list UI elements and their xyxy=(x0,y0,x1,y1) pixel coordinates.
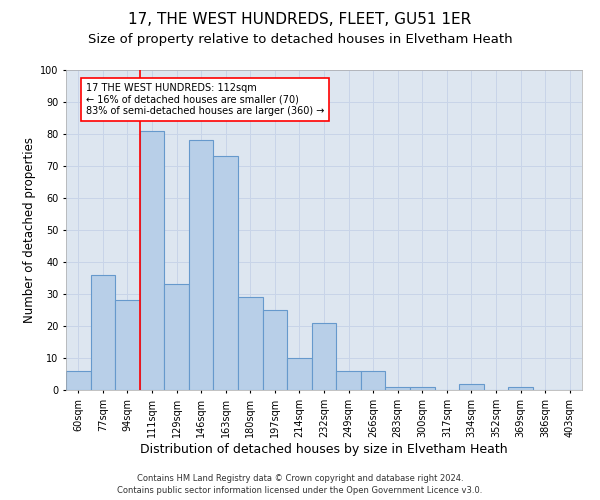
Bar xyxy=(361,371,385,390)
Text: 17, THE WEST HUNDREDS, FLEET, GU51 1ER: 17, THE WEST HUNDREDS, FLEET, GU51 1ER xyxy=(128,12,472,28)
X-axis label: Distribution of detached houses by size in Elvetham Heath: Distribution of detached houses by size … xyxy=(140,442,508,456)
Bar xyxy=(336,371,361,390)
Bar xyxy=(238,297,263,390)
Bar xyxy=(164,284,189,390)
Text: 17 THE WEST HUNDREDS: 112sqm
← 16% of detached houses are smaller (70)
83% of se: 17 THE WEST HUNDREDS: 112sqm ← 16% of de… xyxy=(86,83,324,116)
Bar xyxy=(459,384,484,390)
Text: Contains HM Land Registry data © Crown copyright and database right 2024.
Contai: Contains HM Land Registry data © Crown c… xyxy=(118,474,482,495)
Text: Size of property relative to detached houses in Elvetham Heath: Size of property relative to detached ho… xyxy=(88,32,512,46)
Bar xyxy=(410,387,434,390)
Y-axis label: Number of detached properties: Number of detached properties xyxy=(23,137,36,323)
Bar xyxy=(312,323,336,390)
Bar xyxy=(66,371,91,390)
Bar xyxy=(140,131,164,390)
Bar xyxy=(189,140,214,390)
Bar xyxy=(263,310,287,390)
Bar xyxy=(385,387,410,390)
Bar xyxy=(508,387,533,390)
Bar xyxy=(214,156,238,390)
Bar xyxy=(287,358,312,390)
Bar xyxy=(115,300,140,390)
Bar xyxy=(91,275,115,390)
